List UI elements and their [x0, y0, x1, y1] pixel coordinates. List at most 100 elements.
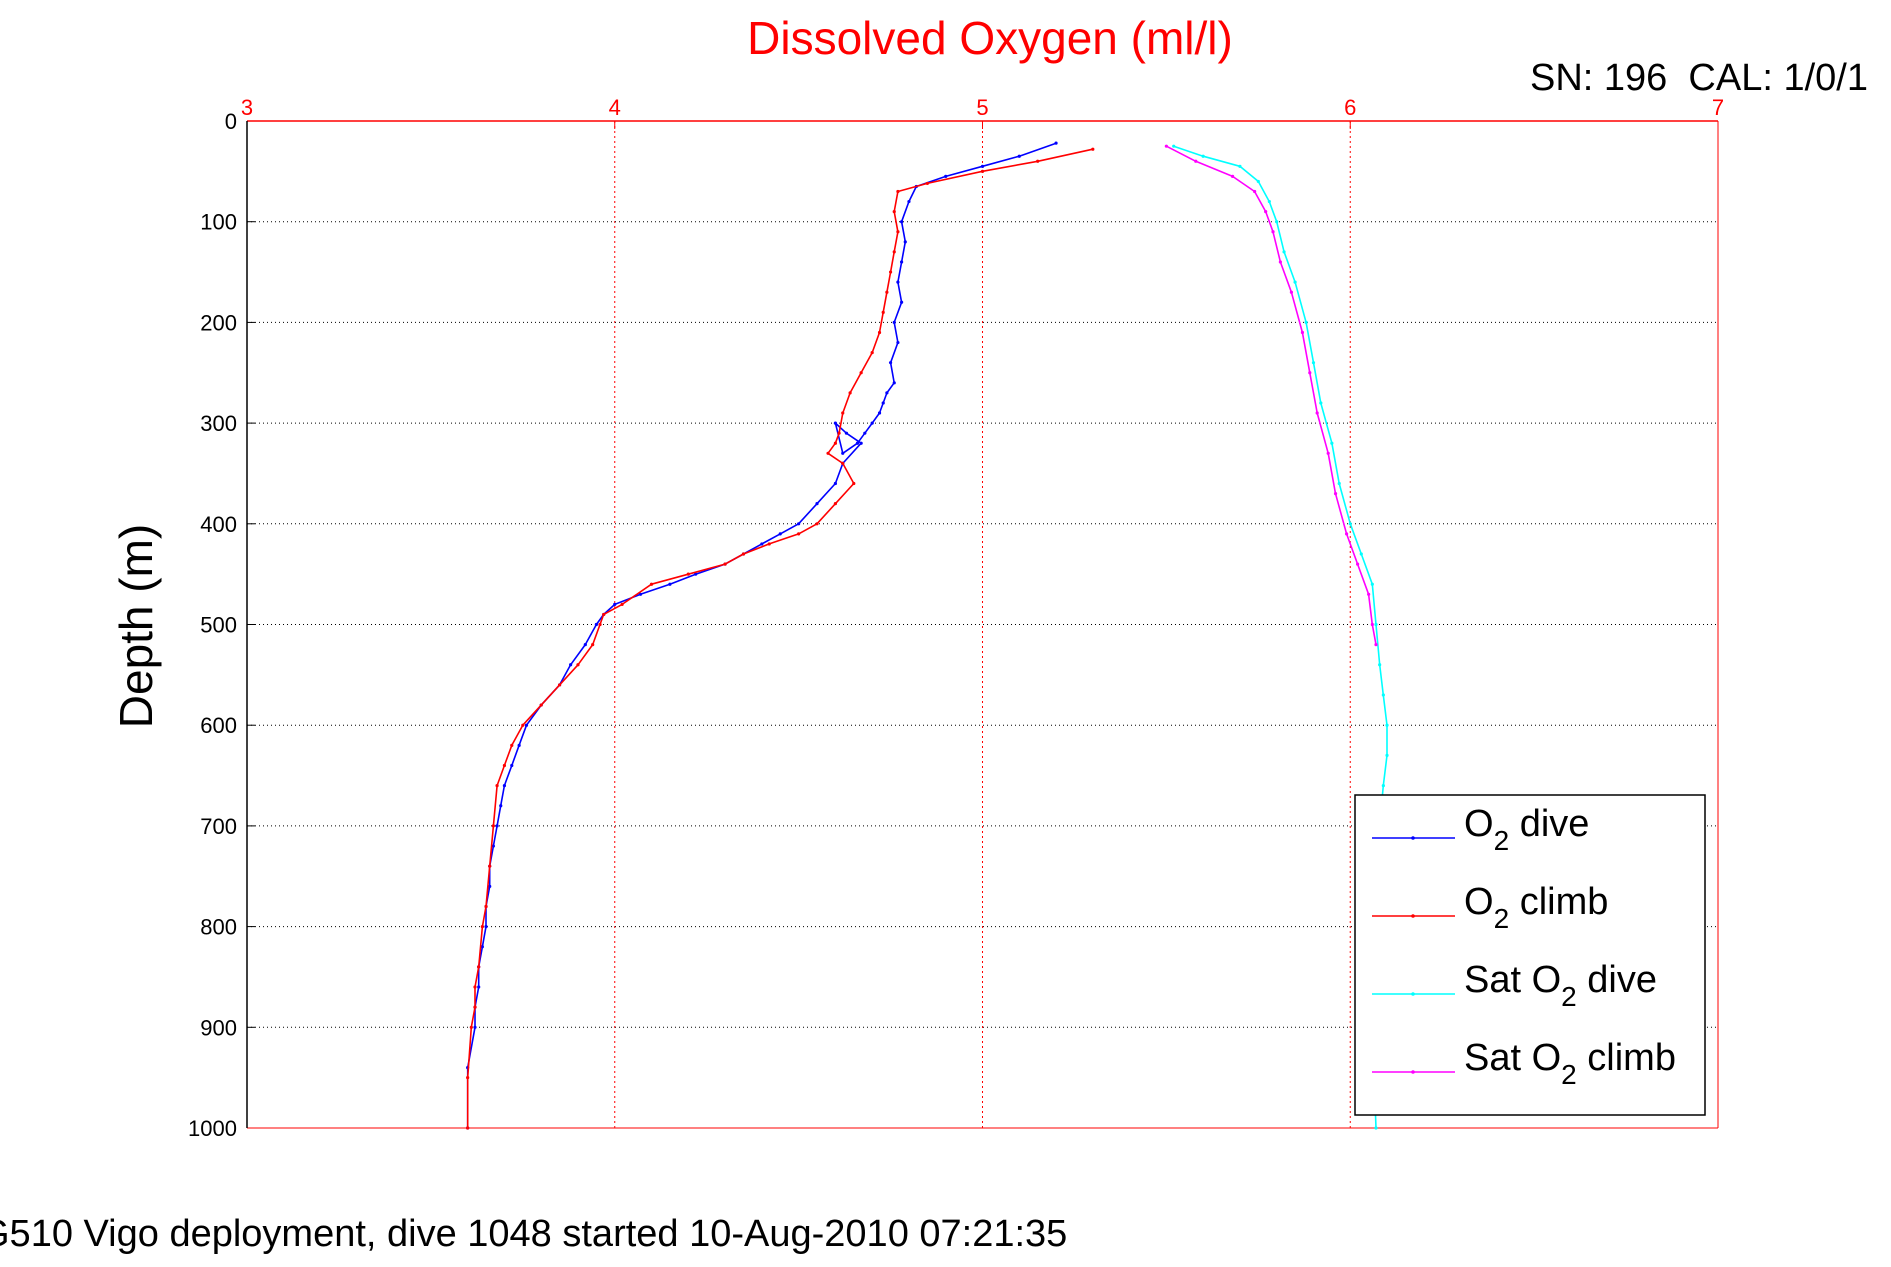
data-point [694, 572, 698, 576]
data-point [524, 723, 529, 727]
data-point [837, 431, 841, 435]
data-point [1348, 522, 1352, 526]
data-point [539, 703, 543, 707]
x-tick-label: 6 [1344, 95, 1356, 120]
data-point [1374, 622, 1378, 627]
data-point [1337, 481, 1341, 486]
data-point [488, 864, 492, 868]
data-point [1308, 371, 1312, 375]
legend-label-4: Sat O2 climb [1464, 1037, 1676, 1090]
x-tick-label: 5 [976, 95, 988, 120]
data-point [1230, 174, 1235, 178]
data-point [833, 502, 838, 506]
data-point [510, 763, 514, 768]
data-point [892, 320, 896, 324]
data-point [668, 582, 672, 586]
data-point [477, 985, 481, 989]
data-point [859, 371, 863, 375]
data-point [1374, 643, 1378, 647]
data-point [620, 602, 624, 606]
data-point [1282, 250, 1286, 254]
data-point [1036, 159, 1040, 163]
data-point [473, 985, 477, 989]
legend-marker [1411, 914, 1415, 918]
data-point [557, 683, 562, 687]
data-point [888, 361, 893, 365]
data-point [473, 1005, 477, 1009]
data-point [877, 330, 882, 335]
series-line-2 [466, 148, 1093, 1128]
data-point [815, 522, 819, 526]
data-point [797, 522, 801, 526]
data-point [903, 240, 907, 244]
data-point [488, 884, 492, 888]
data-point [980, 164, 985, 168]
data-point [1356, 562, 1360, 566]
data-point [896, 280, 900, 284]
data-point [1017, 154, 1021, 158]
data-point [778, 532, 782, 536]
data-point [833, 481, 838, 486]
x-tick-label: 4 [609, 95, 621, 120]
series-line-1 [466, 142, 1057, 1128]
data-point [1385, 723, 1389, 727]
data-point [1238, 164, 1242, 168]
data-point [1054, 141, 1058, 145]
data-point [1300, 330, 1305, 335]
data-point [1253, 189, 1257, 194]
y-tick-label: 1000 [188, 1116, 237, 1141]
data-point [1319, 401, 1323, 405]
data-point [892, 250, 896, 254]
y-tick-label: 700 [200, 814, 237, 839]
data-point [852, 481, 856, 486]
data-point [1374, 1126, 1378, 1130]
data-point [1264, 210, 1268, 214]
data-point [899, 260, 904, 264]
data-point [521, 723, 525, 727]
data-point [841, 411, 845, 415]
data-point [591, 643, 595, 647]
data-point [598, 622, 602, 627]
data-point [855, 441, 860, 445]
data-point [1370, 622, 1374, 627]
data-point [833, 421, 838, 425]
y-axis-label: Depth (m) [110, 524, 162, 728]
data-point [686, 572, 690, 576]
data-point [473, 1025, 477, 1029]
data-point [896, 230, 900, 234]
data-point [896, 189, 900, 194]
legend-items: O2 dive O2 climb Sat O2 dive Sat O2 climb [1372, 803, 1676, 1090]
data-point [1344, 532, 1349, 536]
data-point [1315, 411, 1319, 415]
data-point [1330, 441, 1334, 445]
data-point [613, 602, 617, 606]
data-point [980, 169, 985, 173]
axes: 3 4 5 6 7 0 100 200 300 400 500 600 700 800 900 1000 [188, 95, 1724, 1141]
data-point [899, 220, 904, 224]
data-point [583, 643, 587, 647]
data-point [767, 542, 771, 546]
data-point [469, 1025, 473, 1029]
data-point [1201, 154, 1205, 158]
data-point [1381, 693, 1385, 697]
data-point [1378, 663, 1382, 667]
data-point [484, 925, 488, 929]
data-point [870, 351, 874, 355]
y-tick-label: 100 [200, 210, 237, 235]
data-point [885, 391, 889, 395]
data-point [576, 663, 580, 667]
y-tick-label: 300 [200, 411, 237, 436]
legend-label-1: O2 dive [1464, 803, 1589, 856]
data-point [885, 290, 889, 294]
data-point [907, 199, 911, 204]
y-tick-label: 400 [200, 512, 237, 537]
data-point [638, 592, 643, 596]
data-point [466, 1126, 470, 1130]
data-point [484, 904, 488, 909]
data-point [1289, 290, 1294, 294]
data-point [569, 663, 573, 667]
data-point [925, 181, 929, 186]
data-point [649, 582, 654, 586]
data-point [1333, 491, 1338, 496]
y-tick-label: 200 [200, 310, 237, 335]
